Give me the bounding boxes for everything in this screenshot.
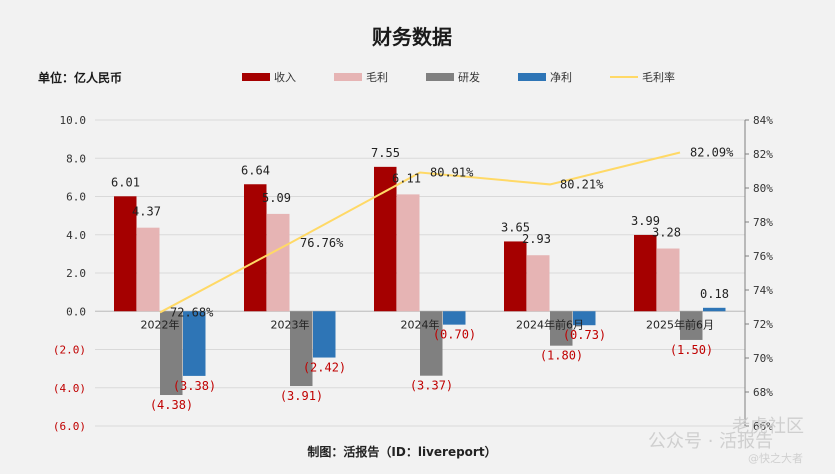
right-tick-label: 82% [753, 148, 773, 161]
bar-收入-0 [114, 196, 137, 312]
data-label: (0.73) [563, 328, 606, 342]
legend-label: 研发 [458, 70, 480, 84]
right-tick-label: 70% [753, 352, 773, 365]
bar-净利-1 [313, 311, 336, 358]
data-label: (4.38) [150, 398, 193, 412]
category-label: 2023年 [271, 317, 310, 331]
category-label: 2025年前6月 [646, 317, 714, 331]
legend-swatch-净利 [518, 73, 546, 81]
right-tick-label: 78% [753, 216, 773, 229]
right-tick-label: 74% [753, 284, 773, 297]
legend-label: 毛利 [366, 71, 388, 84]
category-labels: 2022年 2023年 2024年 2024年前6月 2025年前6月 [141, 317, 715, 331]
line-data-label: 72.68% [170, 305, 214, 319]
unit-label: 单位：亿人民币 [38, 70, 122, 85]
data-label: 3.65 [501, 220, 530, 234]
bar-毛利-1 [267, 213, 290, 312]
data-label: 6.11 [392, 171, 421, 185]
data-label: (3.38) [173, 379, 216, 393]
data-label: (2.42) [303, 361, 346, 375]
bar-研发-3 [550, 311, 573, 346]
legend-swatch-研发 [426, 73, 454, 81]
watermark-line1: 老虎社区 [732, 416, 804, 437]
line-data-label: 80.21% [560, 177, 604, 191]
left-axis: 10.0 8.0 6.0 4.0 2.0 0.0 (2.0) (4.0) (6.0) [53, 114, 86, 433]
chart-title: 财务数据 [372, 25, 452, 49]
source-note: 制图：活报告（ID：livereport） [307, 444, 496, 459]
legend-label: 净利 [550, 70, 572, 84]
left-tick-label: 10.0 [60, 114, 87, 127]
data-label: (3.37) [410, 379, 453, 393]
legend-label: 收入 [274, 70, 296, 84]
data-label: 7.55 [371, 146, 400, 160]
margin-line-group [159, 151, 681, 314]
left-tick-label: 4.0 [66, 229, 86, 242]
data-label: 0.18 [700, 287, 729, 301]
margin-line [159, 151, 681, 314]
bar-净利-4 [703, 307, 726, 312]
data-label: (3.91) [280, 389, 323, 403]
bar-毛利-4 [657, 248, 680, 312]
right-tick-label: 76% [753, 250, 773, 263]
data-label: (1.80) [540, 349, 583, 363]
bar-毛利-3 [527, 255, 550, 312]
left-tick-label: (2.0) [53, 344, 86, 357]
data-label: 2.93 [522, 232, 551, 246]
bars-group [114, 166, 726, 396]
category-label: 2022年 [141, 317, 180, 331]
bar-毛利-2 [397, 194, 420, 312]
data-label: 5.09 [262, 191, 291, 205]
category-label: 2024年 [401, 317, 440, 331]
bar-净利-0 [183, 311, 206, 376]
right-tick-label: 84% [753, 114, 773, 127]
bar-研发-0 [160, 311, 183, 396]
left-tick-label: 8.0 [66, 152, 86, 165]
data-label: (1.50) [670, 343, 713, 357]
category-label: 2024年前6月 [516, 317, 584, 331]
legend-swatch-毛利 [334, 73, 362, 81]
bar-收入-4 [634, 234, 657, 312]
left-tick-label: (6.0) [53, 420, 86, 433]
bar-研发-2 [420, 311, 443, 376]
left-tick-label: 2.0 [66, 267, 86, 280]
right-tick-label: 80% [753, 182, 773, 195]
bar-毛利-0 [137, 227, 160, 312]
bar-研发-4 [680, 311, 703, 340]
data-label: 4.37 [132, 205, 161, 219]
left-tick-label: 0.0 [66, 305, 86, 318]
data-label: 6.01 [111, 175, 140, 189]
chart-legend: 收入 毛利 研发 净利 毛利率 [242, 70, 675, 84]
legend-label: 毛利率 [642, 70, 675, 84]
line-data-label: 76.76% [300, 236, 344, 250]
watermark-line3: @快之大者 [748, 451, 803, 465]
left-tick-label: 6.0 [66, 191, 86, 204]
data-label: 3.28 [652, 226, 681, 240]
right-tick-label: 66% [753, 420, 773, 433]
bar-收入-1 [244, 184, 267, 312]
right-tick-label: 68% [753, 386, 773, 399]
bar-收入-2 [374, 166, 397, 312]
bar-收入-3 [504, 241, 527, 312]
data-label: 3.99 [631, 214, 660, 228]
right-axis: 84% 82% 80% 78% 76% 74% 72% 70% 68% 66% [744, 114, 773, 433]
bar-净利-2 [443, 311, 466, 325]
watermark-line2: 公众号 · 活报告 [648, 431, 773, 452]
left-tick-label: (4.0) [53, 382, 86, 395]
data-label: (0.70) [433, 328, 476, 342]
right-tick-label: 72% [753, 318, 773, 331]
line-data-label: 80.91% [430, 166, 474, 180]
legend-swatch-收入 [242, 73, 270, 81]
data-label: 6.64 [241, 163, 270, 177]
bar-研发-1 [290, 311, 313, 387]
watermark: 老虎社区 公众号 · 活报告 @快之大者 [648, 416, 804, 465]
bar-净利-3 [573, 311, 596, 326]
line-data-label: 82.09% [690, 145, 734, 159]
data-labels: 6.01 6.64 7.55 3.65 3.99 4.37 5.09 6.11 2.93 3.28… [111, 145, 734, 412]
